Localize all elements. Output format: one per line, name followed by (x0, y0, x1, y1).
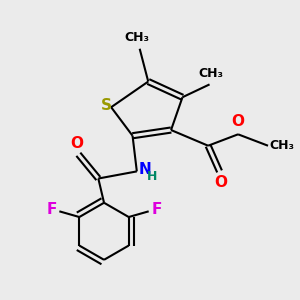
Text: N: N (138, 163, 151, 178)
Text: CH₃: CH₃ (269, 139, 294, 152)
Text: S: S (100, 98, 112, 113)
Text: O: O (232, 114, 244, 129)
Text: O: O (70, 136, 83, 151)
Text: F: F (152, 202, 162, 217)
Text: CH₃: CH₃ (124, 32, 149, 44)
Text: CH₃: CH₃ (199, 67, 224, 80)
Text: O: O (214, 175, 227, 190)
Text: H: H (147, 170, 158, 183)
Text: F: F (46, 202, 56, 217)
